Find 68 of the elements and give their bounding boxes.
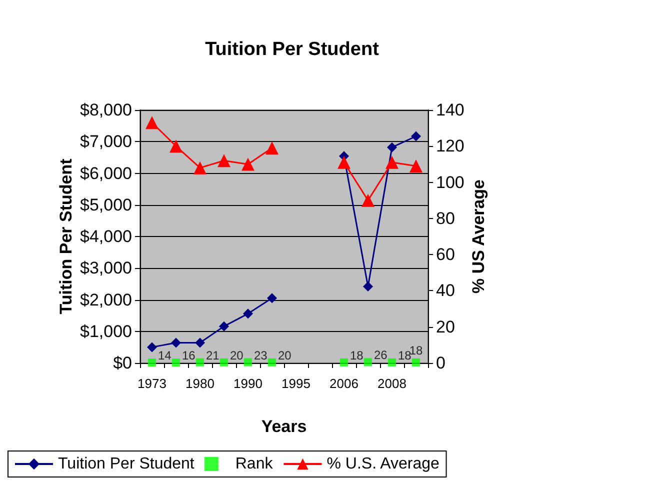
point bbox=[267, 293, 277, 304]
y-axis-title: Tuition Per Student bbox=[56, 158, 76, 314]
data-label: 18 bbox=[398, 348, 412, 362]
point bbox=[148, 358, 156, 367]
data-label: 16 bbox=[182, 348, 196, 362]
point bbox=[388, 358, 396, 366]
y2-tick-label: 100 bbox=[436, 172, 464, 192]
point bbox=[386, 156, 398, 169]
x-tick-label: 1995 bbox=[282, 376, 310, 391]
point bbox=[387, 142, 397, 152]
point bbox=[411, 131, 421, 142]
point bbox=[362, 194, 374, 207]
point bbox=[412, 358, 420, 366]
y-tick-label: $7,000 bbox=[80, 132, 132, 152]
y2-tick-label: 140 bbox=[436, 100, 464, 120]
y2-tick-label: 80 bbox=[436, 208, 455, 228]
legend-label: Tuition Per Student bbox=[58, 456, 195, 472]
y-tick-label: $8,000 bbox=[80, 100, 132, 120]
legend-label: Rank bbox=[235, 456, 274, 472]
point bbox=[242, 158, 254, 171]
point bbox=[170, 140, 182, 153]
point bbox=[244, 358, 252, 366]
x-axis-title: Years bbox=[261, 417, 307, 436]
point bbox=[195, 338, 205, 348]
data-label: 14 bbox=[158, 348, 172, 363]
point bbox=[363, 281, 373, 292]
x-tick-label: 1980 bbox=[186, 376, 214, 391]
y2-tick-label: 20 bbox=[436, 317, 455, 336]
x-tick-label: 1973 bbox=[138, 376, 166, 391]
x-tick-label: 1990 bbox=[234, 376, 262, 391]
chart-title: Tuition Per Student bbox=[205, 39, 380, 60]
point bbox=[364, 358, 372, 366]
point bbox=[196, 358, 204, 366]
x-tick-label: 2008 bbox=[378, 376, 406, 391]
data-label: 20 bbox=[230, 348, 244, 362]
x-tick-label: 2006 bbox=[330, 376, 358, 391]
point bbox=[266, 141, 278, 154]
y-tick-label: $2,000 bbox=[80, 290, 132, 310]
data-label: 21 bbox=[206, 348, 220, 362]
point bbox=[268, 358, 276, 366]
data-label: 26 bbox=[374, 348, 388, 362]
point bbox=[218, 154, 230, 168]
y-tick-label: $4,000 bbox=[80, 227, 132, 246]
y-tick-label: $1,000 bbox=[80, 322, 132, 341]
y-tick-label: $3,000 bbox=[80, 258, 132, 278]
y2-axis-title: % US Average bbox=[468, 179, 488, 294]
data-label: 20 bbox=[278, 348, 292, 362]
legend-label: % U.S. Average bbox=[326, 456, 440, 472]
y-tick-label: $5,000 bbox=[80, 195, 132, 214]
point bbox=[146, 116, 158, 130]
y2-tick-label: 120 bbox=[436, 136, 464, 156]
y2-tick-label: 40 bbox=[436, 281, 455, 300]
y2-tick-label: 60 bbox=[436, 245, 455, 264]
y-tick-label: $6,000 bbox=[80, 164, 132, 183]
point bbox=[410, 160, 422, 173]
y2-tick-label: 0 bbox=[436, 354, 446, 372]
point bbox=[147, 342, 157, 352]
data-label: 18 bbox=[350, 348, 364, 362]
point bbox=[219, 321, 229, 332]
point bbox=[243, 308, 253, 319]
data-label: 23 bbox=[254, 348, 268, 362]
point bbox=[338, 156, 350, 169]
point bbox=[340, 358, 348, 366]
y-tick-label: $0 bbox=[113, 354, 132, 372]
point bbox=[194, 161, 206, 174]
point bbox=[171, 338, 181, 348]
point bbox=[220, 358, 228, 366]
point bbox=[172, 358, 180, 366]
